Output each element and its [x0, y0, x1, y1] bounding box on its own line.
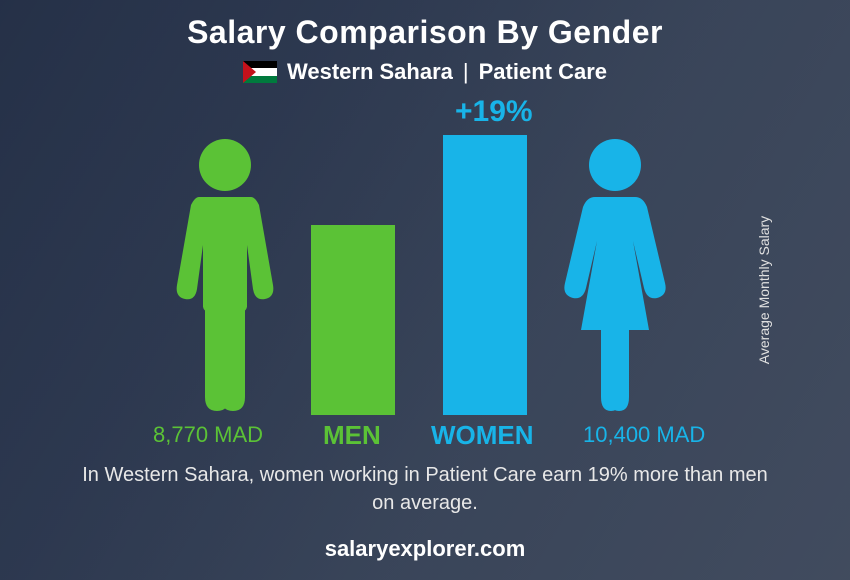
- female-figure-icon: [555, 135, 675, 415]
- women-salary: 10,400 MAD: [583, 422, 705, 448]
- women-label: WOMEN: [431, 420, 534, 451]
- male-figure-icon: [165, 135, 285, 415]
- subtitle-row: Western Sahara | Patient Care: [0, 59, 850, 85]
- site-credit: salaryexplorer.com: [0, 536, 850, 562]
- men-salary: 8,770 MAD: [153, 422, 263, 448]
- men-bar: [311, 225, 395, 415]
- comparison-chart: +19% 8,770 MAD MEN WOMEN 10,400 MAD: [75, 95, 775, 455]
- page-title: Salary Comparison By Gender: [0, 0, 850, 51]
- y-axis-label: Average Monthly Salary: [756, 216, 772, 364]
- flag-icon: [243, 61, 277, 83]
- country-label: Western Sahara: [287, 59, 453, 85]
- summary-text: In Western Sahara, women working in Pati…: [0, 455, 850, 517]
- men-label: MEN: [323, 420, 381, 451]
- percentage-difference: +19%: [455, 95, 533, 129]
- category-label: Patient Care: [479, 59, 607, 85]
- chart-labels: 8,770 MAD MEN WOMEN 10,400 MAD: [75, 415, 775, 455]
- separator: |: [463, 59, 469, 85]
- women-bar: [443, 135, 527, 415]
